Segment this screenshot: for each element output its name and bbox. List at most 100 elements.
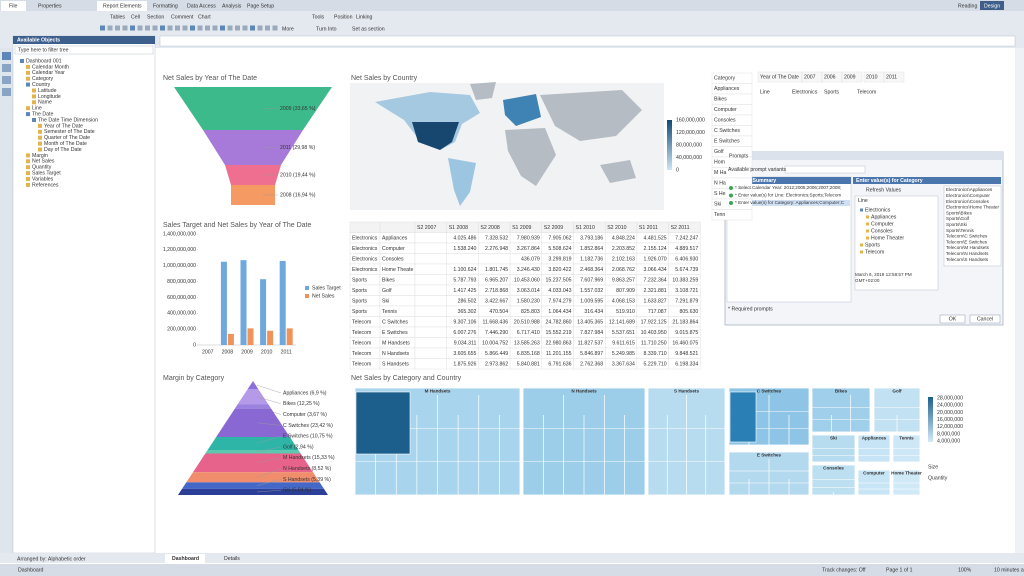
tree-item[interactable]: Calendar Month — [32, 64, 69, 70]
design-mode-button[interactable] — [980, 1, 1004, 10]
tree-item[interactable]: Month of The Date — [44, 141, 87, 147]
value-tree-item[interactable]: Sports — [865, 242, 880, 248]
scrollbar[interactable] — [1015, 48, 1024, 553]
toolbar-button[interactable]: Set as section — [352, 26, 385, 32]
side-icon[interactable] — [2, 52, 11, 60]
tree-item[interactable]: Name — [38, 100, 52, 106]
tree-item[interactable]: Category — [32, 76, 53, 82]
selected-value[interactable]: Sports\Bikes — [946, 210, 972, 215]
mode-button[interactable]: Design — [984, 3, 1000, 9]
variants-combo[interactable] — [784, 165, 866, 174]
filter-input[interactable] — [14, 45, 154, 55]
sub-tab[interactable]: Tools — [312, 14, 325, 20]
toolbar-button[interactable]: Turn Into — [316, 26, 337, 32]
tool-icon[interactable] — [145, 25, 150, 31]
tool-icon[interactable] — [227, 25, 233, 31]
mode-button[interactable]: Reading — [958, 3, 977, 9]
file-tab[interactable]: File — [9, 3, 17, 9]
tool-icon[interactable] — [205, 25, 210, 31]
formula-bar[interactable] — [159, 35, 1016, 47]
tree-item[interactable]: Sales Target — [32, 170, 61, 176]
tree-item[interactable]: Net Sales — [32, 159, 55, 165]
tool-icon[interactable] — [265, 25, 270, 31]
report-tab[interactable]: Details — [224, 556, 240, 562]
main-tab[interactable]: Analysis — [222, 3, 242, 9]
main-tab[interactable]: Data Access — [187, 3, 216, 9]
refresh-link[interactable]: Refresh Values — [866, 187, 901, 193]
main-tab[interactable]: Report Elements — [103, 3, 142, 9]
tree-item[interactable]: Longitude — [38, 94, 61, 100]
side-icon[interactable] — [2, 76, 11, 84]
sub-tab[interactable]: Comment — [171, 14, 194, 20]
panel-footer[interactable]: Arranged by: Alphabetic order — [17, 556, 86, 562]
tree-item[interactable]: Year of The Date — [44, 123, 83, 129]
selected-value[interactable]: Sports\Golf — [946, 216, 970, 221]
value-tree-item[interactable]: Telecom — [865, 249, 884, 255]
tree-item[interactable]: Calendar Year — [32, 70, 65, 76]
tool-icon[interactable] — [130, 25, 135, 31]
side-icon[interactable] — [2, 88, 11, 96]
tool-icon[interactable] — [160, 25, 165, 31]
value-tree-item[interactable]: Computer — [871, 221, 894, 227]
tool-icon[interactable] — [197, 25, 203, 31]
tool-icon[interactable] — [167, 25, 173, 31]
tool-icon[interactable] — [220, 25, 225, 31]
tree-item[interactable]: Line — [32, 106, 42, 112]
selected-value[interactable]: Sports\Tennis — [946, 228, 975, 233]
tool-icon[interactable] — [190, 25, 195, 31]
selected-value[interactable]: Telecom\S Handsets — [946, 257, 989, 262]
tree-item[interactable]: The Date Time Dimension — [38, 117, 98, 123]
tree-item[interactable]: Margin — [32, 153, 48, 159]
value-tree-item[interactable]: Appliances — [871, 214, 897, 220]
tool-icon[interactable] — [250, 25, 255, 31]
tool-icon[interactable] — [212, 25, 218, 31]
tree-item[interactable]: Variables — [32, 176, 54, 182]
ok-button[interactable] — [939, 314, 966, 324]
tool-icon[interactable] — [175, 25, 180, 31]
button-label[interactable]: OK — [949, 316, 957, 322]
tool-icon[interactable] — [257, 25, 263, 31]
selected-value[interactable]: Telecom\E Switches — [946, 239, 988, 244]
tree-item[interactable]: Quantity — [32, 165, 52, 171]
tool-icon[interactable] — [152, 25, 158, 31]
selected-value[interactable]: Telecom\M Handsets — [946, 245, 990, 250]
tool-icon[interactable] — [235, 25, 240, 31]
sub-tab[interactable]: Section — [147, 14, 164, 20]
main-tab[interactable]: Formatting — [153, 3, 178, 9]
selected-value[interactable]: Electronics\Computer — [946, 193, 990, 198]
selected-value[interactable]: Electronics\Appliances — [946, 187, 993, 192]
selected-value[interactable]: Telecom\C Switches — [946, 234, 988, 239]
tree-item[interactable]: Quarter of The Date — [44, 135, 90, 141]
tree-item[interactable]: Dashboard 001 — [26, 58, 62, 64]
sub-tab[interactable]: Tables — [110, 14, 125, 20]
tree-item[interactable]: Latitude — [38, 88, 57, 94]
sub-tab[interactable]: Cell — [131, 14, 140, 20]
value-tree-item[interactable]: Home Theater — [871, 235, 904, 241]
selected-value[interactable]: Telecom\N Handsets — [946, 251, 989, 256]
tree-item[interactable]: Country — [32, 82, 51, 88]
button-label[interactable]: Cancel — [977, 316, 993, 322]
tool-icon[interactable] — [182, 25, 188, 31]
selected-value[interactable]: Electronics\Consoles — [946, 199, 990, 204]
side-icon[interactable] — [2, 64, 11, 72]
tree-item[interactable]: Day of The Date — [44, 147, 82, 153]
tree-item[interactable]: References — [32, 182, 59, 188]
tree-item[interactable]: The Date — [32, 111, 53, 117]
main-tab[interactable]: Page Setup — [247, 3, 274, 9]
tool-icon[interactable] — [137, 25, 143, 31]
prompt-summary[interactable]: * Enter value(s) for Category: Appliance… — [735, 200, 845, 205]
tool-icon[interactable] — [100, 25, 105, 31]
tree-item[interactable]: Semester of The Date — [44, 129, 95, 135]
tool-icon[interactable] — [242, 25, 248, 31]
tool-icon[interactable] — [272, 25, 278, 31]
toolbar-button[interactable]: More — [282, 26, 294, 32]
file-tab[interactable]: Properties — [38, 3, 62, 9]
tool-icon[interactable] — [107, 25, 113, 31]
sub-tab[interactable]: Linking — [356, 14, 373, 20]
tool-icon[interactable] — [115, 25, 120, 31]
tool-icon[interactable] — [122, 25, 128, 31]
selected-value[interactable]: Electronics\Home Theater — [946, 205, 999, 210]
sub-tab[interactable]: Chart — [198, 14, 211, 20]
value-tree-item[interactable]: Electronics — [865, 207, 891, 213]
prompt-summary[interactable]: * Enter value(s) for Line: Electronics;S… — [735, 193, 841, 198]
